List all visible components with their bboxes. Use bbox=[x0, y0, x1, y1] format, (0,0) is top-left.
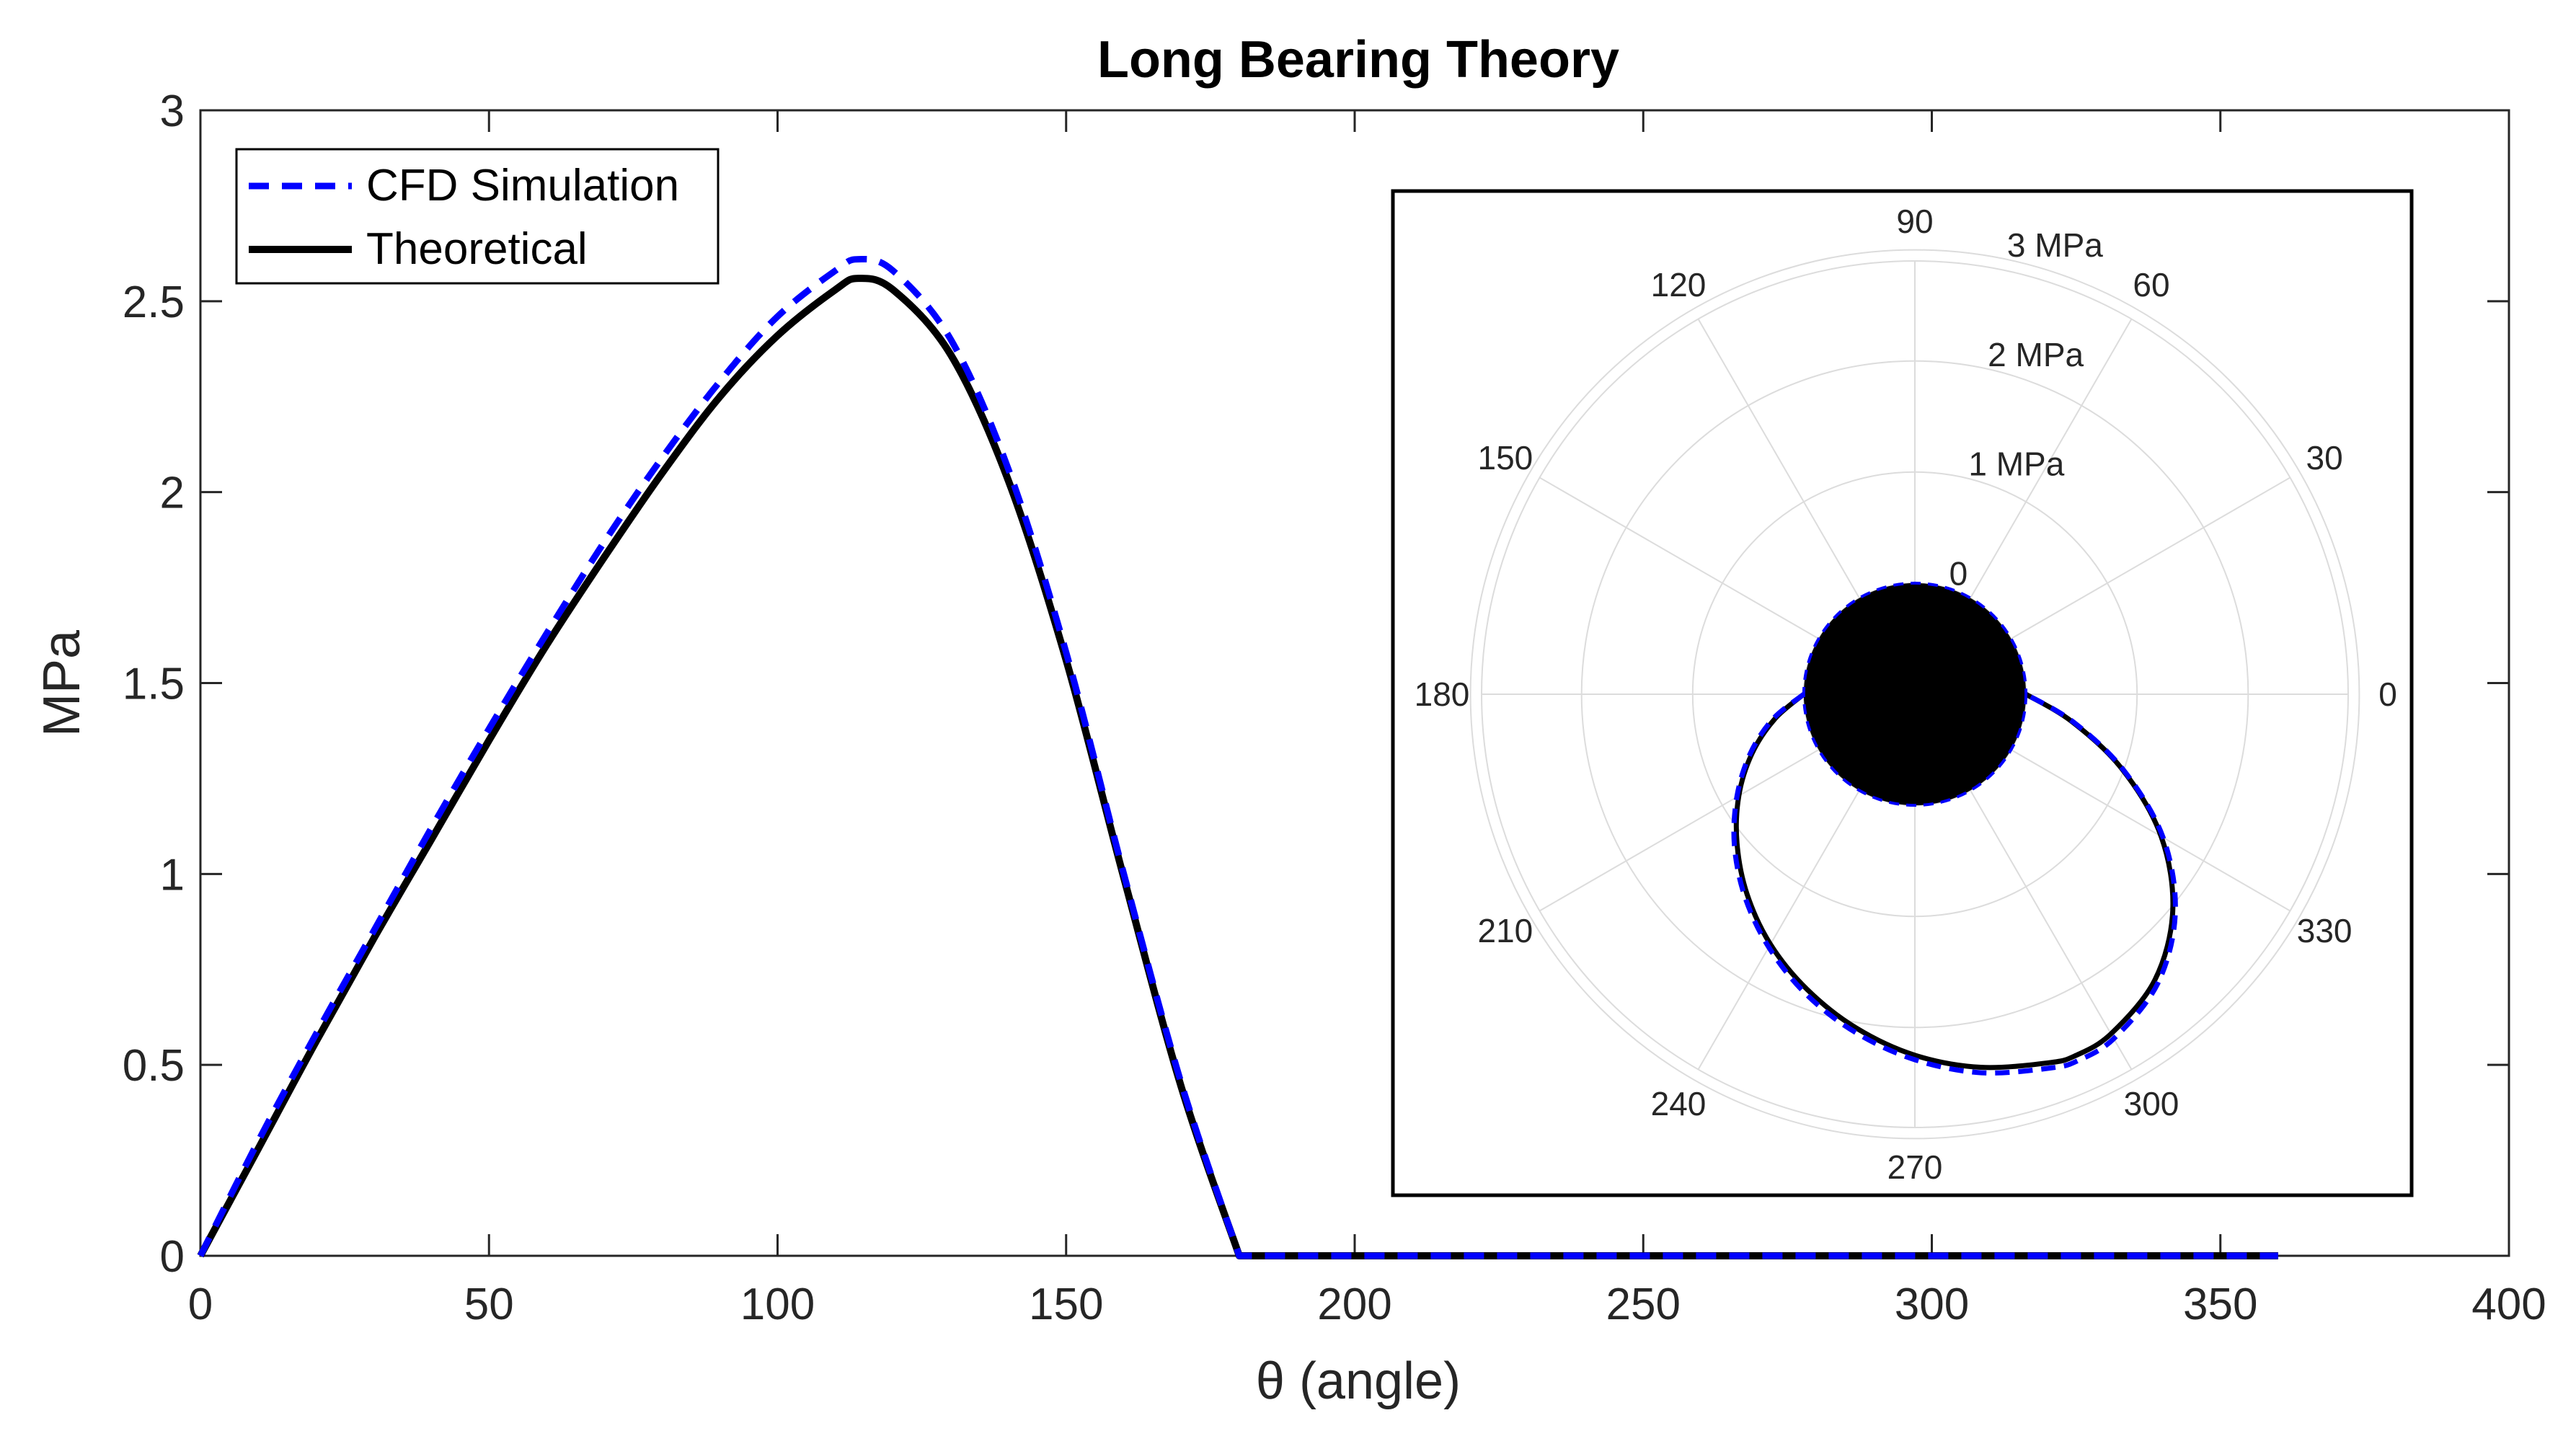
legend-label-cfd: CFD Simulation bbox=[366, 161, 679, 211]
y-tick-label: 1 bbox=[160, 850, 185, 900]
polar-angle-label: 0 bbox=[2378, 675, 2397, 713]
y-tick-label: 3 bbox=[160, 87, 185, 136]
main-plot-area bbox=[197, 255, 2278, 1259]
legend-label-theoretical: Theoretical bbox=[366, 224, 588, 274]
x-tick-label: 100 bbox=[740, 1280, 815, 1329]
legend-box bbox=[235, 148, 720, 285]
polar-radius-label: 1 MPa bbox=[1968, 446, 2064, 483]
polar-angle-label: 120 bbox=[1651, 266, 1707, 303]
y-tick-label: 0 bbox=[160, 1232, 185, 1282]
y-tick-label: 1.5 bbox=[123, 660, 185, 709]
polar-angle-label: 300 bbox=[2124, 1085, 2179, 1122]
x-tick-label: 50 bbox=[464, 1280, 514, 1329]
x-tick-label: 0 bbox=[188, 1280, 213, 1329]
polar-series-cfd bbox=[1731, 691, 2178, 1076]
polar-angle-label: 180 bbox=[1415, 675, 1470, 713]
y-tick-label: 2 bbox=[160, 469, 185, 518]
x-tick-label: 150 bbox=[1029, 1280, 1103, 1329]
x-axis-label: θ (angle) bbox=[1256, 1352, 1461, 1410]
x-tick-label: 200 bbox=[1317, 1280, 1391, 1329]
x-tick-label: 400 bbox=[2471, 1280, 2546, 1329]
polar-radius-label: 2 MPa bbox=[1988, 336, 2084, 373]
polar-angle-label: 210 bbox=[1478, 912, 1533, 949]
y-tick-label: 0.5 bbox=[123, 1041, 185, 1091]
chart-title: Long Bearing Theory bbox=[1097, 31, 1619, 89]
polar-radius-label: 0 bbox=[1949, 554, 1968, 592]
polar-core-disk bbox=[1802, 581, 2028, 807]
x-tick-label: 300 bbox=[1895, 1280, 1969, 1329]
polar-angle-label: 30 bbox=[2306, 439, 2343, 477]
y-tick-label: 2.5 bbox=[123, 278, 185, 327]
polar-radius-label: 3 MPa bbox=[2007, 226, 2103, 264]
polar-angle-label: 90 bbox=[1896, 203, 1933, 240]
series-line-cfd bbox=[197, 255, 2278, 1259]
polar-angle-label: 150 bbox=[1478, 439, 1533, 477]
x-tick-label: 350 bbox=[2183, 1280, 2257, 1329]
polar-angle-label: 60 bbox=[2133, 266, 2169, 303]
polar-angle-label: 270 bbox=[1887, 1148, 1943, 1186]
polar-angle-label: 330 bbox=[2297, 912, 2353, 949]
polar-angle-label: 240 bbox=[1651, 1085, 1707, 1122]
polar-inset: 0 30 60 90 120 150 180 210 240 270 300 330 0 1 MPa 2 M… bbox=[1415, 203, 2397, 1186]
y-axis-label: MPa bbox=[33, 629, 91, 737]
x-tick-label: 250 bbox=[1606, 1280, 1681, 1329]
legend: CFD Simulation Theoretical bbox=[235, 148, 720, 285]
polar-ring bbox=[1469, 249, 2360, 1140]
